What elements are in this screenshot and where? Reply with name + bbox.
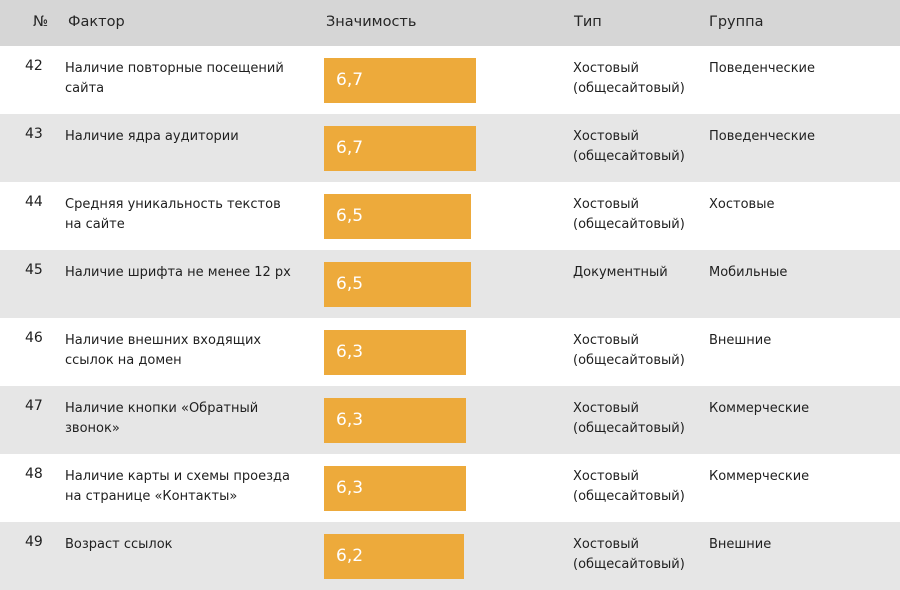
importance-bar: 6,3	[324, 398, 466, 443]
factor-name: Возраст ссылок	[65, 537, 173, 552]
table-row: 48 Наличие карты и схемы проезда на стран…	[0, 454, 900, 522]
row-number: 44	[25, 194, 43, 210]
factor-group: Поведенческие	[709, 129, 815, 144]
importance-value: 6,5	[336, 274, 364, 294]
factor-type: Хостовый (общесайтовый)	[573, 537, 685, 572]
importance-bar: 6,7	[324, 126, 476, 171]
factor-type: Хостовый (общесайтовый)	[573, 333, 685, 368]
header-num: №	[33, 14, 49, 30]
importance-bar: 6,3	[324, 330, 466, 375]
factor-type: Хостовый (общесайтовый)	[573, 61, 685, 96]
header-group: Группа	[709, 14, 764, 30]
importance-bar: 6,2	[324, 534, 464, 579]
factor-name: Наличие повторные посещений сайта	[65, 61, 284, 96]
header-factor: Фактор	[68, 14, 125, 30]
table-header: № Фактор Значимость Тип Группа	[0, 0, 900, 46]
factor-type: Хостовый (общесайтовый)	[573, 469, 685, 504]
factor-group: Внешние	[709, 333, 772, 348]
row-number: 47	[25, 398, 43, 414]
factor-name: Наличие карты и схемы проезда на страниц…	[65, 469, 290, 504]
importance-value: 6,5	[336, 206, 364, 226]
factor-name: Наличие ядра аудитории	[65, 129, 239, 144]
factor-name: Наличие внешних входящих ссылок на домен	[65, 333, 262, 368]
table-row: 47 Наличие кнопки «Обратный звонок» 6,3 Хос…	[0, 386, 900, 454]
header-importance: Значимость	[326, 14, 417, 30]
table-row: 44 Средняя уникальность текстов на сайте 6…	[0, 182, 900, 250]
row-number: 49	[25, 534, 43, 550]
table-row: 42 Наличие повторные посещений сайта 6,7 Хо…	[0, 46, 900, 114]
table-row: 49 Возраст ссылок 6,2 Хостовый (общесайтовы…	[0, 522, 900, 590]
importance-value: 6,3	[336, 478, 364, 498]
importance-value: 6,3	[336, 410, 364, 430]
factor-group: Коммерческие	[709, 401, 810, 416]
factor-name: Средняя уникальность текстов на сайте	[65, 197, 281, 232]
importance-bar: 6,5	[324, 194, 471, 239]
factor-group: Мобильные	[709, 265, 788, 280]
importance-value: 6,7	[336, 138, 364, 158]
factor-name: Наличие шрифта не менее 12 px	[65, 265, 291, 280]
factor-type: Хостовый (общесайтовый)	[573, 401, 685, 436]
row-number: 45	[25, 262, 43, 278]
table-row: 45 Наличие шрифта не менее 12 px 6,5 Докуме…	[0, 250, 900, 318]
table-row: 46 Наличие внешних входящих ссылок на дом…	[0, 318, 900, 386]
importance-bar: 6,3	[324, 466, 466, 511]
factor-group: Внешние	[709, 537, 772, 552]
importance-value: 6,2	[336, 546, 364, 566]
factor-type: Хостовый (общесайтовый)	[573, 197, 685, 232]
table-row: 43 Наличие ядра аудитории 6,7 Хостовый (общ…	[0, 114, 900, 182]
factor-name: Наличие кнопки «Обратный звонок»	[65, 401, 259, 436]
factor-group: Хостовые	[709, 197, 775, 212]
importance-value: 6,7	[336, 70, 364, 90]
factor-type: Документный	[573, 265, 668, 280]
factor-type: Хостовый (общесайтовый)	[573, 129, 685, 164]
importance-bar: 6,7	[324, 58, 476, 103]
row-number: 42	[25, 58, 43, 74]
row-number: 43	[25, 126, 43, 142]
row-number: 48	[25, 466, 43, 482]
row-number: 46	[25, 330, 43, 346]
importance-bar: 6,5	[324, 262, 471, 307]
factor-group: Поведенческие	[709, 61, 815, 76]
importance-value: 6,3	[336, 342, 364, 362]
factor-group: Коммерческие	[709, 469, 810, 484]
header-type: Тип	[574, 14, 602, 30]
